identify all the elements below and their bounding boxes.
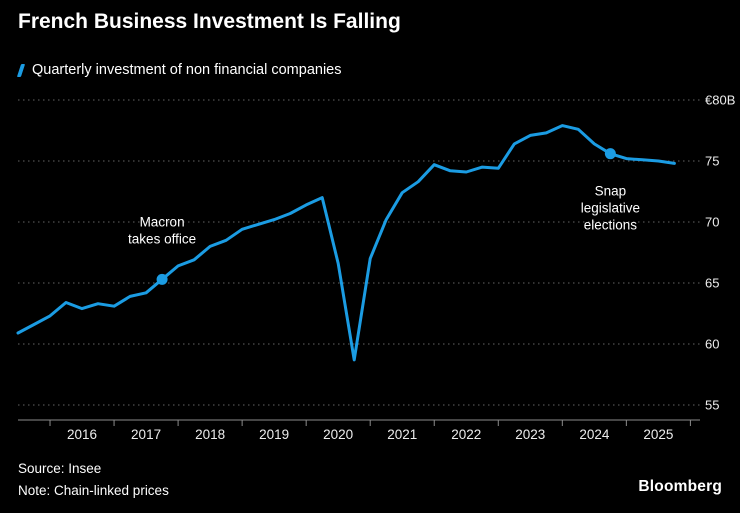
legend-line-icon — [16, 63, 26, 77]
note-label: Note: Chain-linked prices — [18, 483, 169, 498]
macron-takes-office-marker — [156, 273, 168, 285]
source-note-block: Source: Insee Note: Chain-linked prices — [18, 458, 169, 502]
y-axis-label: 60 — [705, 337, 719, 352]
x-axis-label: 2016 — [67, 427, 97, 442]
x-axis-label: 2021 — [387, 427, 417, 442]
snap-legislative-elections-marker — [604, 148, 616, 160]
x-axis-label: 2018 — [195, 427, 225, 442]
y-axis-label: 65 — [705, 276, 719, 291]
macron-takes-office-annotation: takes office — [128, 231, 196, 246]
chart-title: French Business Investment Is Falling — [18, 10, 401, 33]
x-axis-label: 2019 — [259, 427, 289, 442]
x-axis-label: 2022 — [451, 427, 481, 442]
source-label: Source: Insee — [18, 461, 102, 476]
snap-legislative-elections-annotation: legislative — [581, 201, 640, 216]
snap-legislative-elections-annotation: elections — [584, 218, 638, 233]
y-axis-label: 55 — [705, 398, 719, 413]
y-axis-label: 75 — [705, 154, 719, 169]
x-axis-label: 2023 — [515, 427, 545, 442]
investment-line — [16, 124, 676, 362]
macron-takes-office-annotation: Macron — [140, 214, 185, 229]
legend: Quarterly investment of non financial co… — [16, 62, 342, 78]
bloomberg-logo: Bloomberg — [638, 478, 722, 495]
x-axis-label: 2020 — [323, 427, 353, 442]
y-axis-label: €80B — [705, 93, 735, 108]
investment-line-chart: 55 60 65 70 75 €80B 2016 2017 2018 2019 2020 2021 20… — [16, 93, 735, 442]
snap-legislative-elections-annotation: Snap — [595, 184, 627, 199]
y-axis-label: 70 — [705, 215, 719, 230]
x-axis-label: 2017 — [131, 427, 161, 442]
x-axis-label: 2024 — [579, 427, 610, 442]
legend-label: Quarterly investment of non financial co… — [32, 62, 342, 78]
x-axis-label: 2025 — [643, 427, 673, 442]
